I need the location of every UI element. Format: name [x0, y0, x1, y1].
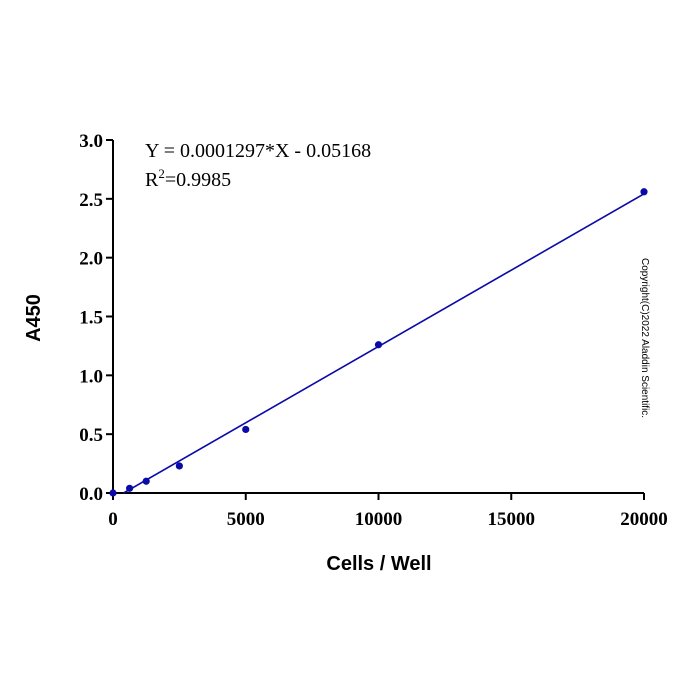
y-tick-label: 3.0: [79, 131, 103, 152]
x-tick-label: 0: [108, 509, 118, 530]
y-axis-label: A450: [23, 294, 45, 342]
data-point: [175, 462, 183, 470]
x-tick-label: 20000: [620, 509, 668, 530]
data-point: [374, 341, 383, 349]
copyright-text: Copyright(C)2022 Aladdin Scientific.: [639, 258, 650, 418]
y-tick-label: 0.0: [79, 484, 103, 505]
data-point: [125, 484, 134, 492]
y-tick-label: 0.5: [79, 425, 103, 446]
y-tick-label: 2.5: [79, 190, 103, 211]
data-point: [142, 477, 150, 485]
x-tick-label: 5000: [227, 509, 265, 530]
data-point: [242, 425, 250, 434]
fit-line: [123, 193, 645, 494]
x-tick-label: 15000: [488, 509, 536, 530]
y-tick-label: 1.5: [79, 308, 103, 329]
y-tick-label: 2.0: [79, 249, 103, 270]
x-tick-label: 10000: [355, 509, 403, 530]
y-tick-label: 1.0: [79, 366, 103, 387]
r-squared: R2=0.9985: [145, 166, 231, 191]
data-point: [640, 188, 648, 196]
data-point: [109, 489, 117, 497]
x-axis-label: Cells / Well: [326, 553, 431, 575]
equation: Y = 0.0001297*X - 0.05168: [145, 140, 371, 162]
